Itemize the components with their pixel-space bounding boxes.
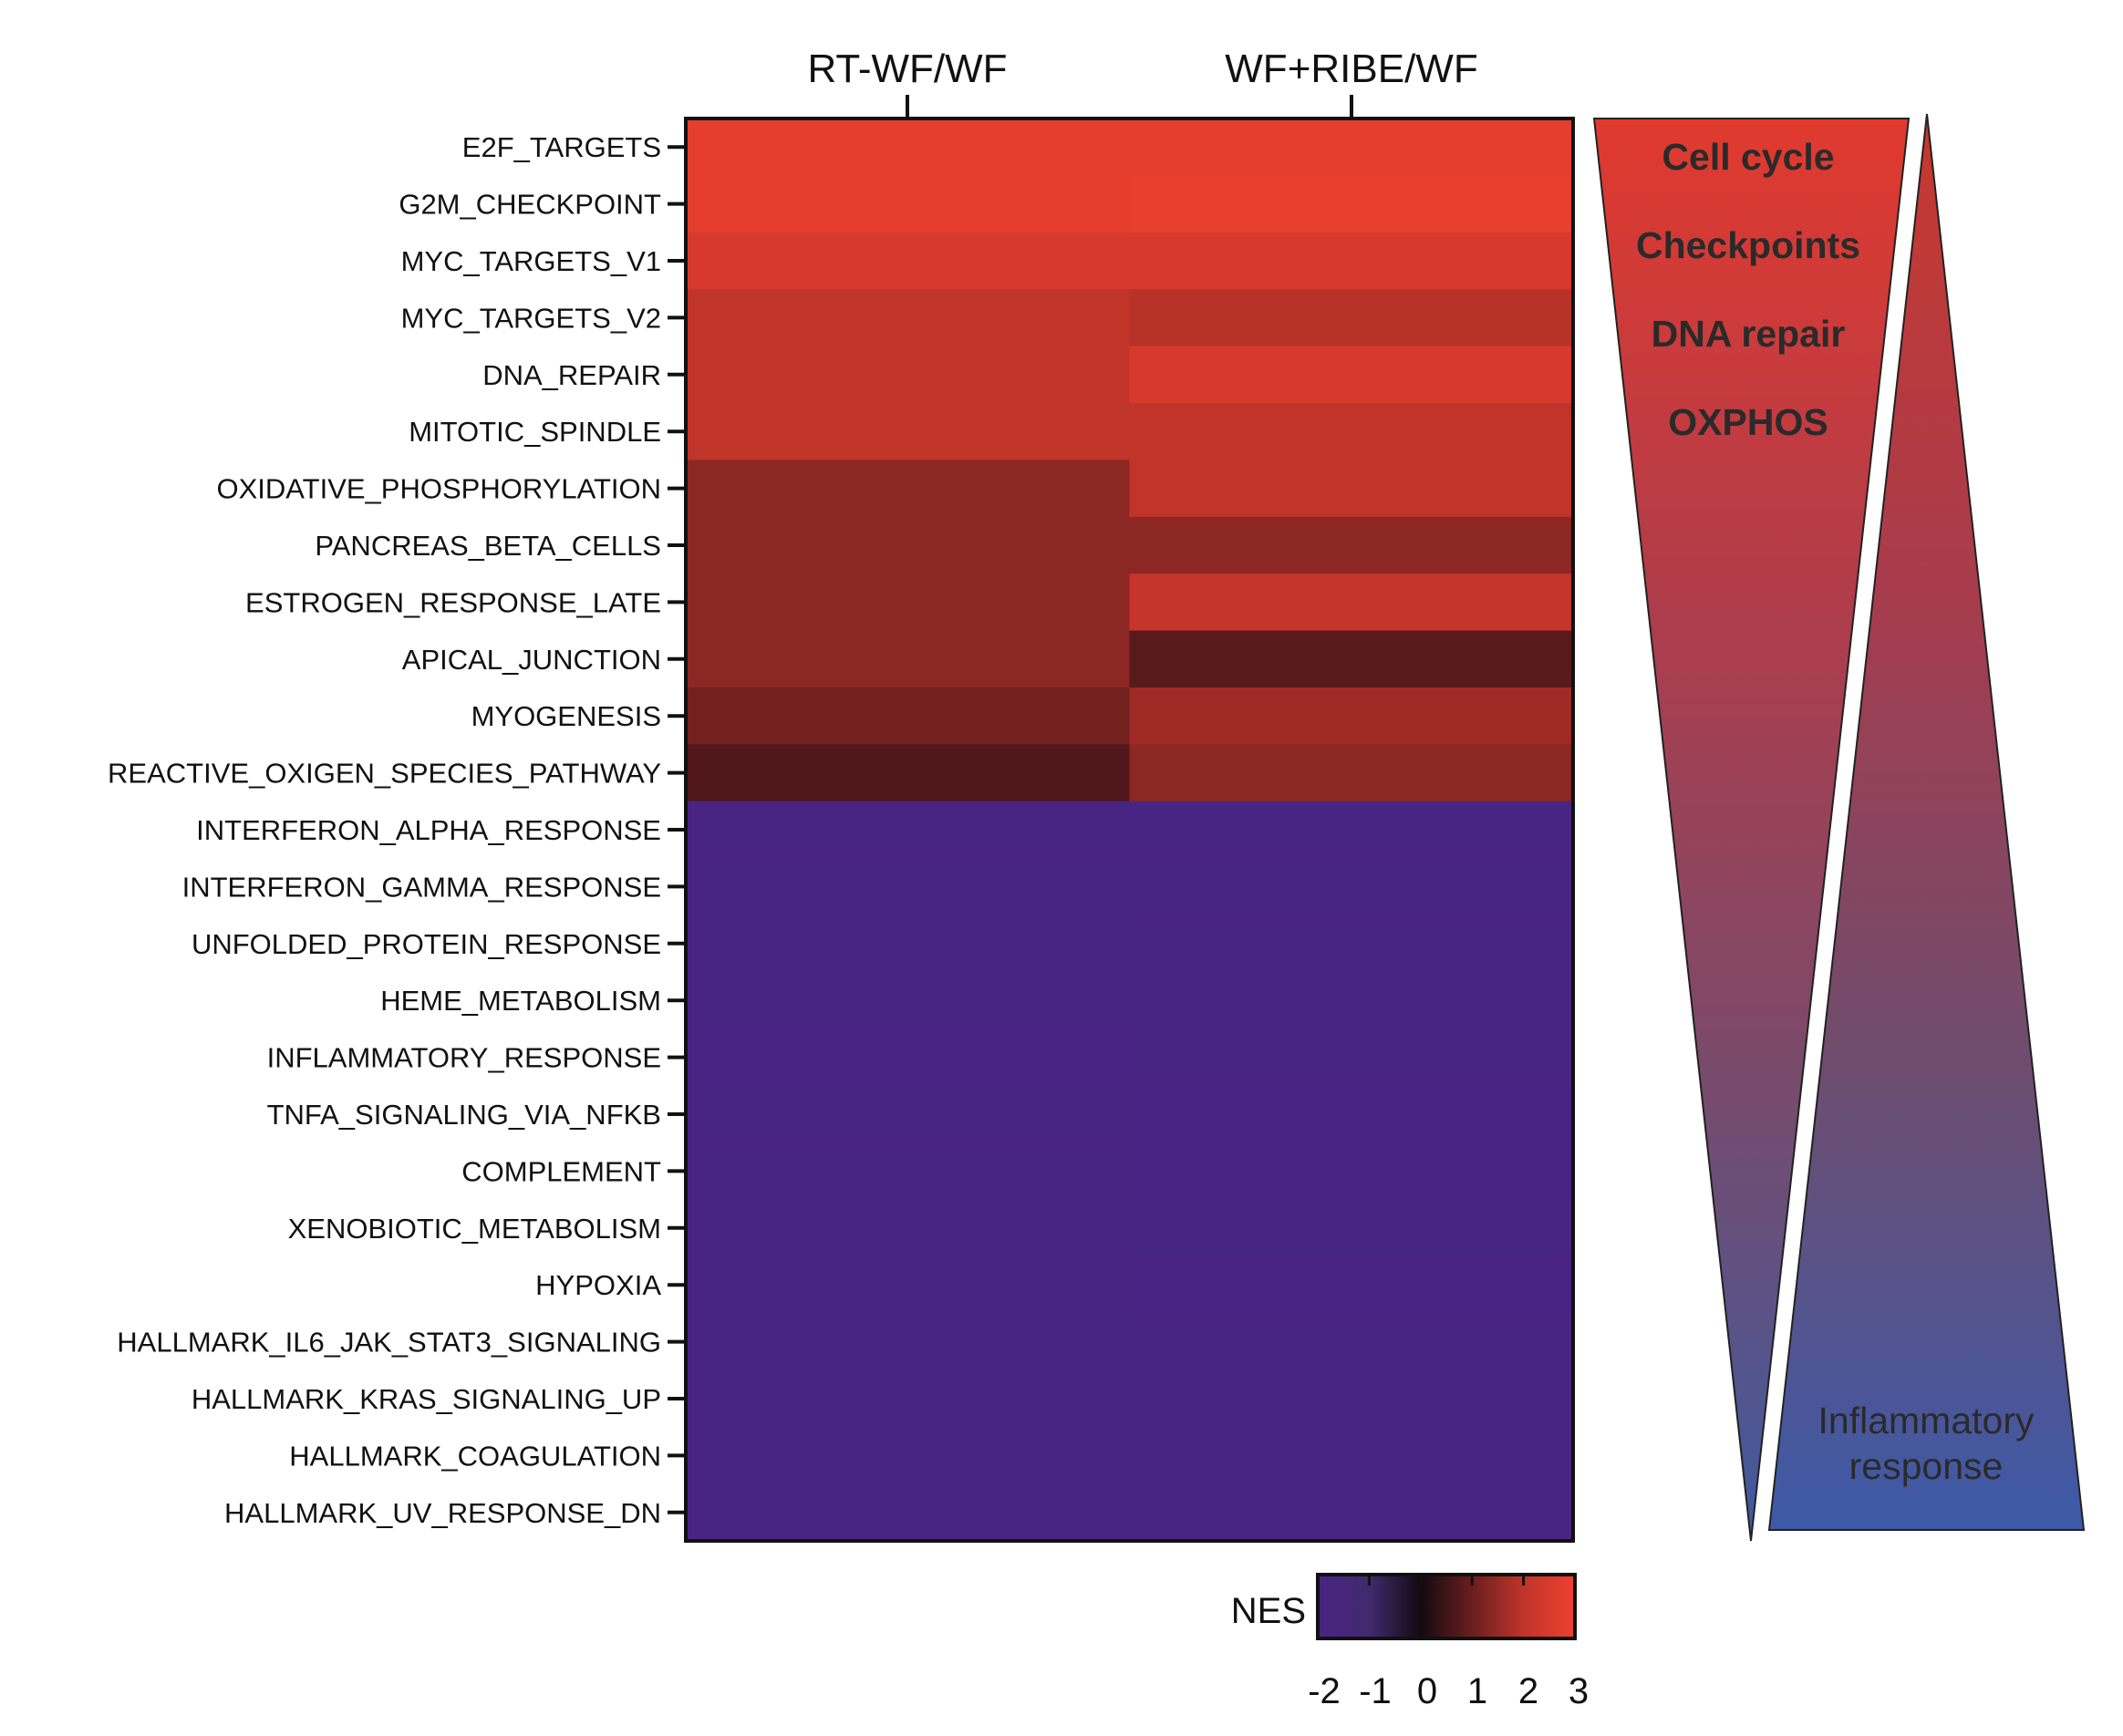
triangle-label-checkpoints: Checkpoints bbox=[1636, 224, 1860, 266]
colorbar-tick-label: -1 bbox=[1359, 1671, 1392, 1711]
heatmap-cell bbox=[1129, 1427, 1574, 1485]
row-label: DNA_REPAIR bbox=[482, 359, 661, 391]
colorbar bbox=[1316, 1573, 1577, 1640]
row-label: HALLMARK_KRAS_SIGNALING_UP bbox=[192, 1383, 661, 1415]
row-label: HALLMARK_UV_RESPONSE_DN bbox=[224, 1497, 661, 1529]
heatmap-cell bbox=[1129, 1142, 1574, 1201]
triangle-label-inflammatory: Inflammatory bbox=[1818, 1400, 2035, 1442]
row-label: INTERFERON_ALPHA_RESPONSE bbox=[196, 814, 661, 846]
row-label: MYC_TARGETS_V2 bbox=[401, 302, 661, 334]
row-label: OXIDATIVE_PHOSPHORYLATION bbox=[216, 473, 661, 505]
row-labels: E2F_TARGETS G2M_CHECKPOINT MYC_TARGETS_V1 M… bbox=[108, 131, 686, 1529]
row-label: HALLMARK_IL6_JAK_STAT3_SIGNALING bbox=[117, 1327, 661, 1359]
heatmap-cell bbox=[686, 858, 1131, 916]
heatmap-cell bbox=[686, 744, 1131, 802]
row-label: MYC_TARGETS_V1 bbox=[401, 245, 661, 277]
heatmap-cell bbox=[686, 1085, 1131, 1143]
row-label: PANCREAS_BETA_CELLS bbox=[315, 530, 661, 562]
colorbar-tick-label: 1 bbox=[1467, 1671, 1487, 1711]
row-label: INFLAMMATORY_RESPONSE bbox=[267, 1042, 661, 1074]
heatmap-cell bbox=[1129, 687, 1574, 745]
heatmap-cell bbox=[1129, 1483, 1574, 1542]
triangle-label-cell-cycle: Cell cycle bbox=[1662, 136, 1834, 178]
heatmap-cell bbox=[1129, 289, 1574, 347]
colorbar-ticks: -2 -1 0 1 2 3 bbox=[1308, 1575, 1589, 1711]
heatmap-cell bbox=[1129, 1199, 1574, 1257]
heatmap-cell bbox=[686, 460, 1131, 518]
heatmap-cell bbox=[686, 574, 1131, 632]
heatmap-cell bbox=[1129, 1028, 1574, 1087]
row-label: APICAL_JUNCTION bbox=[402, 644, 661, 676]
heatmap-cell bbox=[1129, 744, 1574, 802]
row-label: HALLMARK_COAGULATION bbox=[289, 1440, 661, 1472]
heatmap-cell bbox=[1129, 972, 1574, 1029]
heatmap-cell bbox=[686, 119, 1131, 176]
heatmap-cell bbox=[686, 403, 1131, 460]
row-label: MYOGENESIS bbox=[471, 700, 661, 732]
increasing-triangle bbox=[1767, 113, 2086, 1531]
heatmap-cell bbox=[686, 175, 1131, 233]
heatmap-cell bbox=[686, 1483, 1131, 1542]
heatmap-cell bbox=[686, 914, 1131, 973]
heatmap-cell bbox=[686, 1369, 1131, 1428]
heatmap-cell bbox=[686, 1199, 1131, 1257]
row-label: REACTIVE_OXIGEN_SPECIES_PATHWAY bbox=[108, 758, 661, 790]
colorbar-tick-label: 2 bbox=[1518, 1671, 1538, 1711]
column-label-rt-wf: RT-WF/WF bbox=[807, 46, 1007, 91]
triangle-label-dna-repair: DNA repair bbox=[1652, 313, 1846, 355]
row-label: ESTROGEN_RESPONSE_LATE bbox=[245, 586, 661, 618]
heatmap-cell bbox=[1129, 516, 1574, 574]
row-label: G2M_CHECKPOINT bbox=[399, 189, 661, 221]
heatmap-cell bbox=[686, 346, 1131, 404]
heatmap-cell bbox=[1129, 1085, 1574, 1143]
row-label: MITOTIC_SPINDLE bbox=[409, 416, 661, 448]
heatmap-cell bbox=[1129, 1256, 1574, 1314]
colorbar-tick-label: 0 bbox=[1417, 1671, 1437, 1711]
heatmap-cell bbox=[1129, 1369, 1574, 1428]
row-label: XENOBIOTIC_METABOLISM bbox=[288, 1213, 661, 1245]
row-label: UNFOLDED_PROTEIN_RESPONSE bbox=[192, 928, 661, 960]
heatmap-cell bbox=[1129, 801, 1574, 859]
heatmap-cell bbox=[686, 1427, 1131, 1485]
row-label: INTERFERON_GAMMA_RESPONSE bbox=[182, 871, 661, 903]
heatmap-cell bbox=[686, 687, 1131, 745]
heatmap-cell bbox=[686, 289, 1131, 347]
heatmap-cell bbox=[1129, 1313, 1574, 1371]
heatmap-cell bbox=[686, 1313, 1131, 1371]
row-label: TNFA_SIGNALING_VIA_NFKB bbox=[267, 1099, 661, 1131]
heatmap-cell bbox=[1129, 914, 1574, 973]
heatmap-cell bbox=[686, 972, 1131, 1029]
heatmap-cells bbox=[686, 119, 1574, 1542]
heatmap-cell bbox=[1129, 346, 1574, 404]
row-label: HYPOXIA bbox=[535, 1269, 661, 1301]
colorbar-label: NES bbox=[1231, 1591, 1306, 1631]
triangle-label-response: response bbox=[1849, 1445, 2004, 1487]
row-label: HEME_METABOLISM bbox=[380, 985, 661, 1017]
heatmap-cell bbox=[686, 232, 1131, 290]
row-label: E2F_TARGETS bbox=[462, 131, 661, 163]
colorbar-tick-label: -2 bbox=[1308, 1671, 1341, 1711]
heatmap-cell bbox=[686, 1028, 1131, 1087]
heatmap-frame bbox=[684, 117, 1575, 1543]
heatmap-cell bbox=[686, 801, 1131, 859]
heatmap-cell bbox=[686, 1256, 1131, 1314]
heatmap-cell bbox=[1129, 232, 1574, 290]
triangle-label-oxphos: OXPHOS bbox=[1668, 401, 1828, 443]
heatmap-cell bbox=[1129, 119, 1574, 176]
heatmap-cell bbox=[1129, 858, 1574, 916]
heatmap-cell bbox=[1129, 630, 1574, 688]
heatmap-cell bbox=[1129, 460, 1574, 518]
colorbar-tick-label: 3 bbox=[1569, 1671, 1589, 1711]
row-label: COMPLEMENT bbox=[461, 1155, 661, 1187]
heatmap-cell bbox=[686, 516, 1131, 574]
heatmap-cell bbox=[1129, 403, 1574, 460]
heatmap-cell bbox=[686, 630, 1131, 688]
decreasing-triangle bbox=[1592, 118, 1911, 1542]
heatmap-cell bbox=[1129, 175, 1574, 233]
heatmap-cell bbox=[1129, 574, 1574, 632]
heatmap-cell bbox=[686, 1142, 1131, 1201]
column-label-wf-ribe: WF+RIBE/WF bbox=[1225, 46, 1477, 91]
